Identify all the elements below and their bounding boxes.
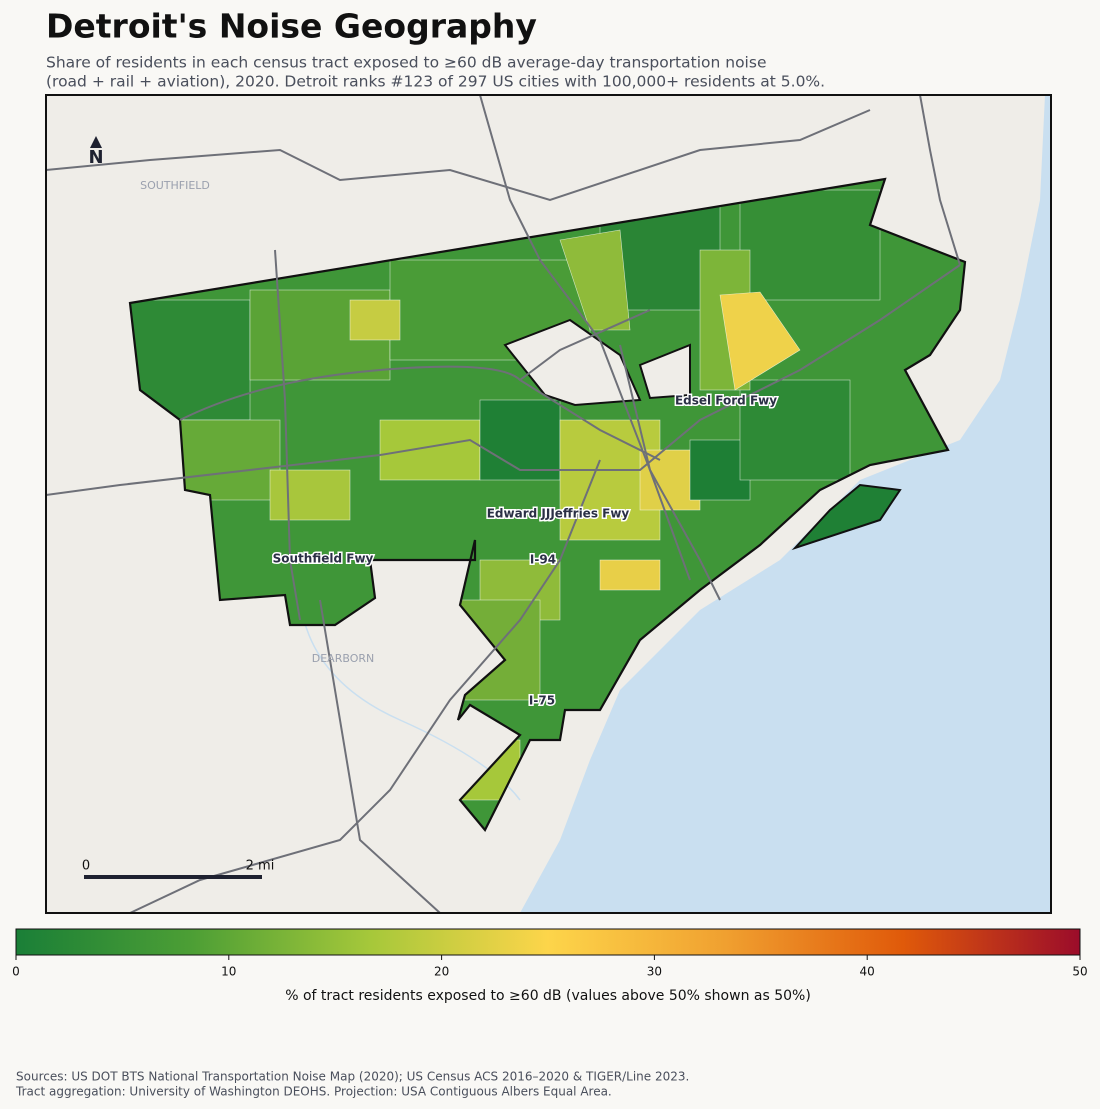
- place-label: SOUTHFIELD: [140, 179, 210, 192]
- subtitle: (road + rail + aviation), 2020. Detroit …: [46, 73, 825, 91]
- map-frame: [45, 94, 1052, 914]
- belle-isle: [791, 483, 902, 551]
- subtitle: Share of residents in each census tract …: [46, 54, 766, 72]
- colorbar-tick-label: 50: [1072, 965, 1087, 979]
- north-label: N: [88, 147, 103, 168]
- excluded-area: [638, 343, 691, 400]
- source-note: Tract aggregation: University of Washing…: [15, 1085, 612, 1099]
- colorbar-tick-label: 30: [647, 965, 662, 979]
- roads: [46, 95, 961, 913]
- map: SOUTHFIELD DEARBORN Edsel Ford Fwy Edwar…: [46, 95, 1051, 913]
- colorbar-tick-label: 40: [860, 965, 875, 979]
- title: Detroit's Noise Geography: [46, 7, 537, 46]
- colorbar-tick-label: 20: [434, 965, 449, 979]
- road-label: Edsel Ford Fwy: [675, 394, 777, 408]
- source-note: Sources: US DOT BTS National Transportat…: [16, 1070, 689, 1084]
- road-label: Edward JJJeffries Fwy: [487, 507, 630, 521]
- colorbar-tick-label: 10: [221, 965, 236, 979]
- place-label: DEARBORN: [312, 652, 374, 665]
- road-label: I-75: [529, 694, 555, 708]
- city-boundary: [128, 177, 967, 832]
- north-arrow: [90, 136, 102, 148]
- scale-label: 0: [82, 859, 90, 874]
- colorbar-label: % of tract residents exposed to ≥60 dB (…: [285, 988, 811, 1004]
- road-label: Southfield Fwy: [273, 552, 374, 566]
- road-label: I-94: [530, 553, 556, 567]
- water: [520, 95, 1051, 913]
- scale-label: 2 mi: [246, 859, 275, 874]
- colorbar-tick-label: 0: [12, 965, 20, 979]
- colorbar: [15, 928, 1081, 956]
